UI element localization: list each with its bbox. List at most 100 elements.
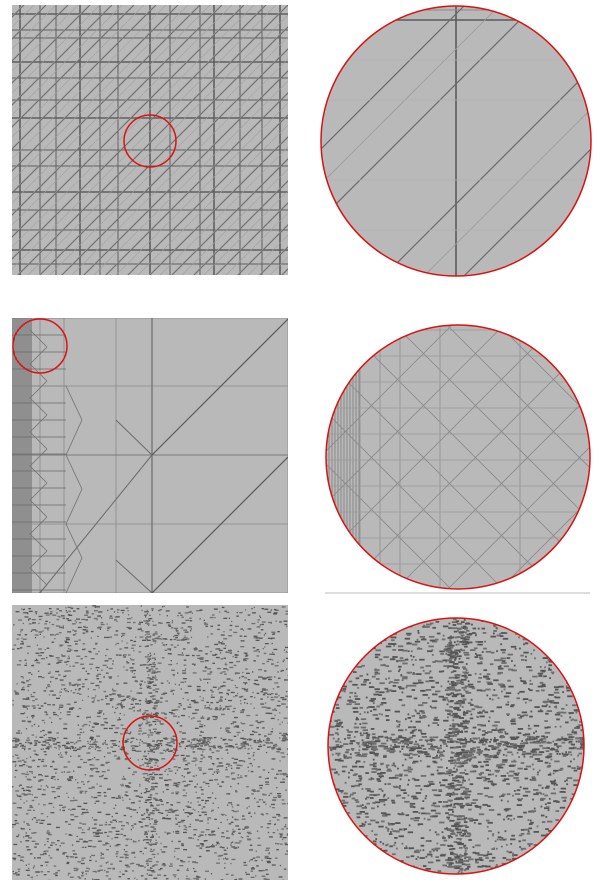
noise-cell: [152, 658, 156, 659]
noise-cell: [35, 634, 39, 635]
noise-cell: [180, 821, 184, 822]
noise-cell: [163, 846, 167, 847]
noise-cell: [578, 816, 583, 818]
noise-cell: [181, 627, 184, 628]
noise-cell: [27, 646, 31, 647]
noise-cell: [200, 723, 201, 724]
noise-cell: [534, 725, 539, 727]
noise-cell: [336, 629, 340, 631]
noise-cell: [421, 710, 423, 712]
noise-cell: [267, 737, 268, 738]
noise-cell: [134, 790, 138, 791]
noise-cell: [161, 634, 162, 635]
noise-cell: [177, 770, 178, 771]
noise-cell: [161, 745, 162, 746]
noise-cell: [248, 679, 251, 680]
noise-cell: [45, 621, 48, 622]
noise-cell: [220, 686, 223, 687]
noise-cell: [234, 717, 238, 718]
noise-cell: [507, 751, 512, 753]
noise-cell: [207, 673, 211, 674]
noise-cell: [560, 848, 562, 850]
noise-cell: [497, 706, 502, 708]
noise-cell: [537, 772, 539, 774]
noise-cell: [273, 613, 277, 614]
noise-cell: [194, 871, 197, 872]
noise-cell: [65, 690, 68, 691]
noise-cell: [379, 713, 381, 715]
noise-cell: [85, 656, 88, 657]
noise-cell: [406, 814, 410, 816]
noise-cell: [117, 844, 121, 845]
noise-cell: [270, 820, 271, 821]
noise-cell: [142, 640, 146, 641]
noise-cell: [92, 879, 93, 880]
noise-cell: [282, 880, 285, 881]
noise-cell: [265, 633, 266, 634]
noise-cell: [216, 769, 219, 770]
noise-cell: [145, 878, 148, 879]
noise-cell: [95, 803, 96, 804]
noise-cell: [75, 689, 76, 690]
noise-cell: [279, 876, 283, 877]
noise-cell: [341, 634, 346, 636]
noise-cell: [497, 839, 499, 841]
noise-cell: [166, 644, 167, 645]
noise-cell: [148, 858, 152, 859]
noise-cell: [234, 879, 237, 880]
noise-cell: [530, 820, 532, 822]
noise-cell: [107, 789, 111, 790]
noise-cell: [279, 760, 280, 761]
noise-cell: [68, 780, 72, 781]
noise-cell: [257, 626, 261, 627]
noise-cell: [240, 612, 243, 613]
noise-cell: [27, 737, 28, 738]
noise-cell: [47, 838, 50, 839]
noise-cell: [80, 791, 84, 792]
noise-cell: [207, 636, 208, 637]
noise-cell: [385, 665, 389, 667]
noise-cell: [214, 737, 217, 738]
noise-cell: [219, 762, 223, 763]
noise-cell: [216, 657, 220, 658]
noise-cell: [79, 622, 82, 623]
noise-cell: [492, 619, 494, 621]
noise-cell: [23, 687, 24, 688]
noise-cell: [455, 765, 457, 767]
noise-cell: [393, 763, 395, 765]
noise-cell: [31, 696, 35, 697]
noise-cell: [107, 630, 108, 631]
noise-cell: [46, 687, 47, 688]
noise-cell: [373, 639, 378, 641]
noise-cell: [147, 645, 148, 646]
noise-cell: [149, 839, 152, 840]
noise-cell: [406, 856, 410, 858]
noise-cell: [220, 697, 223, 698]
noise-cell: [182, 622, 186, 623]
noise-cell: [412, 715, 416, 717]
noise-cell: [378, 694, 382, 696]
noise-cell: [125, 741, 128, 742]
noise-cell: [332, 651, 334, 653]
noise-cell: [77, 734, 81, 735]
noise-cell: [143, 733, 147, 734]
noise-cell: [120, 705, 123, 706]
noise-cell: [380, 627, 385, 629]
noise-cell: [59, 707, 63, 708]
noise-cell: [187, 699, 188, 700]
noise-cell: [543, 793, 545, 795]
noise-cell: [282, 756, 286, 757]
noise-cell: [360, 632, 362, 634]
noise-cell: [32, 734, 35, 735]
noise-cell: [260, 698, 263, 699]
noise-cell: [189, 618, 192, 619]
noise-cell: [191, 637, 192, 638]
noise-cell: [249, 725, 253, 726]
noise-cell: [577, 622, 582, 624]
noise-cell: [133, 840, 134, 841]
noise-cell: [55, 678, 58, 679]
noise-cell: [25, 742, 26, 743]
noise-cell: [271, 769, 274, 770]
noise-cell: [256, 640, 260, 641]
noise-cell: [85, 871, 89, 872]
